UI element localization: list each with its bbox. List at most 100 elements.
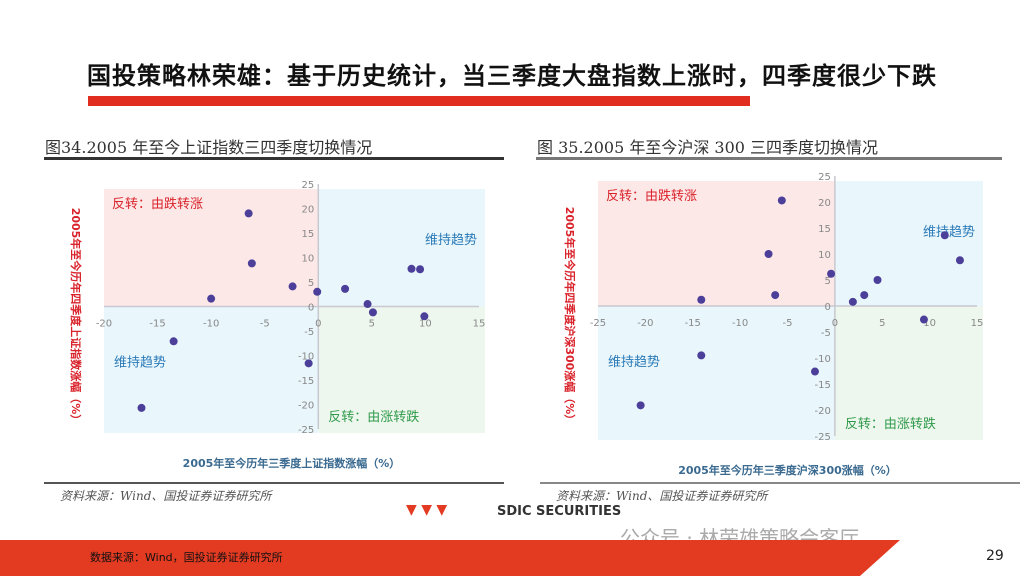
x-tick-label: 10 — [419, 319, 432, 330]
data-point — [848, 297, 857, 306]
data-point — [636, 401, 645, 410]
x-tick-label: -5 — [260, 319, 270, 330]
page-number: 29 — [986, 548, 1004, 564]
data-point — [955, 256, 964, 265]
quadrant-top-left — [598, 181, 835, 306]
x-tick-label: 15 — [473, 319, 486, 330]
y-tick-label: -15 — [298, 376, 314, 387]
chart-shanghai-index-scatter: -20 -15 -10 -5 0 5 10 15-25-20-15-10-5051015202… — [69, 180, 486, 470]
x-axis-label: 2005年至今历年三季度上证指数涨幅（%） — [183, 456, 401, 470]
y-tick-label: -25 — [298, 425, 314, 436]
y-tick-label: 5 — [308, 278, 314, 289]
y-tick-label: -20 — [298, 401, 314, 412]
data-point — [697, 295, 706, 304]
logo-icon: ▼ ▼ ▼ — [406, 502, 448, 518]
quadrant-top-left — [104, 189, 319, 307]
chart-csi300-scatter: -25 -20 -15 -10 -5 0 5 10 15-25-20-15-10-5051015… — [563, 172, 984, 477]
data-point — [827, 269, 836, 278]
quadrant-label-top-right: 维持趋势 — [923, 224, 975, 240]
y-tick-label: 15 — [302, 229, 315, 240]
x-tick-label: -10 — [732, 318, 748, 329]
data-point — [244, 209, 253, 218]
data-point — [919, 315, 928, 324]
x-tick-label: 0 — [832, 318, 838, 329]
data-point — [313, 287, 322, 296]
data-point — [247, 259, 256, 268]
x-tick-label: 0 — [315, 319, 321, 330]
source-rule-right — [540, 482, 1020, 484]
quadrant-top-right — [834, 181, 983, 306]
data-point — [940, 231, 949, 240]
data-point — [771, 291, 780, 300]
y-tick-label: -20 — [815, 406, 831, 417]
x-tick-label: -20 — [96, 319, 112, 330]
footer-band — [0, 540, 900, 576]
y-tick-label: 10 — [818, 250, 831, 261]
y-tick-label: 20 — [818, 198, 831, 209]
quadrant-bottom-left — [104, 306, 319, 433]
y-tick-label: 15 — [818, 224, 831, 235]
y-tick-label: -10 — [298, 352, 314, 363]
y-tick-label: 25 — [302, 180, 315, 191]
data-point — [764, 250, 773, 258]
figure-35-title: 图 35.2005 年至今沪深 300 三四季度切换情况 — [537, 138, 879, 157]
x-tick-label: -20 — [637, 318, 653, 329]
data-point — [860, 291, 869, 300]
data-point — [207, 294, 216, 303]
quadrant-label-bottom-right: 反转：由涨转跌 — [328, 409, 419, 425]
y-tick-label: 0 — [825, 302, 831, 313]
data-point — [407, 264, 416, 273]
x-tick-label: -5 — [783, 318, 793, 329]
figure-35-source: 资料来源：Wind、国投证券证券研究所 — [556, 489, 768, 503]
footer-source: 数据来源：Wind，国投证券证券研究所 — [90, 551, 283, 564]
y-tick-label: 10 — [302, 254, 315, 265]
y-axis-label: 2005年至今历年四季度上证指数涨幅（%） — [69, 208, 83, 426]
figure-34-source: 资料来源：Wind、国投证券证券研究所 — [60, 489, 272, 503]
figure-34-title: 图34.2005 年至今上证指数三四季度切换情况 — [45, 138, 373, 157]
slide-title: 国投策略林荣雄：基于历史统计，当三季度大盘指数上涨时，四季度很少下跌 — [87, 62, 937, 90]
data-point — [363, 300, 372, 309]
y-tick-label: 0 — [308, 303, 314, 314]
title-underline — [88, 96, 750, 106]
quadrant-label-bottom-left: 维持趋势 — [114, 355, 166, 371]
data-point — [873, 276, 882, 284]
y-tick-label: 25 — [818, 172, 831, 183]
figure-35-rule — [536, 157, 1002, 160]
quadrant-label-bottom-left: 维持趋势 — [608, 354, 660, 370]
x-tick-label: -25 — [590, 318, 606, 329]
quadrant-label-top-right: 维持趋势 — [425, 232, 477, 248]
quadrant-label-top-left: 反转：由跌转涨 — [606, 188, 697, 204]
x-axis-label: 2005年至今历年三季度沪深300涨幅（%） — [678, 463, 897, 477]
data-point — [416, 265, 425, 274]
x-tick-label: 10 — [923, 318, 936, 329]
data-point — [810, 367, 819, 376]
quadrant-bottom-right — [318, 306, 485, 433]
x-tick-label: -15 — [149, 319, 165, 330]
x-tick-label: -10 — [203, 319, 219, 330]
data-point — [368, 308, 377, 317]
data-point — [137, 403, 146, 412]
data-point — [288, 282, 297, 291]
company-logo: SDIC SECURITIES — [497, 504, 622, 519]
quadrant-label-top-left: 反转：由跌转涨 — [112, 196, 203, 212]
y-tick-label: 5 — [825, 276, 831, 287]
figure-34-rule — [44, 157, 504, 160]
x-tick-label: 5 — [879, 318, 885, 329]
x-tick-label: 15 — [971, 318, 984, 329]
data-point — [304, 359, 313, 368]
data-point — [420, 312, 429, 321]
y-tick-label: -5 — [304, 327, 314, 338]
y-tick-label: -5 — [821, 328, 831, 339]
source-rule-left — [44, 482, 504, 484]
y-tick-label: -15 — [815, 380, 831, 391]
quadrant-label-bottom-right: 反转：由涨转跌 — [845, 416, 936, 432]
y-tick-label: 20 — [302, 205, 315, 216]
data-point — [697, 351, 706, 360]
x-tick-label: -15 — [685, 318, 701, 329]
y-tick-label: -25 — [815, 432, 831, 443]
quadrant-bottom-right — [834, 306, 983, 440]
y-axis-label: 2005年至今历年四季度沪深300涨幅（%） — [563, 207, 577, 426]
data-point — [169, 337, 178, 346]
y-tick-label: -10 — [815, 354, 831, 365]
x-tick-label: 5 — [369, 319, 375, 330]
